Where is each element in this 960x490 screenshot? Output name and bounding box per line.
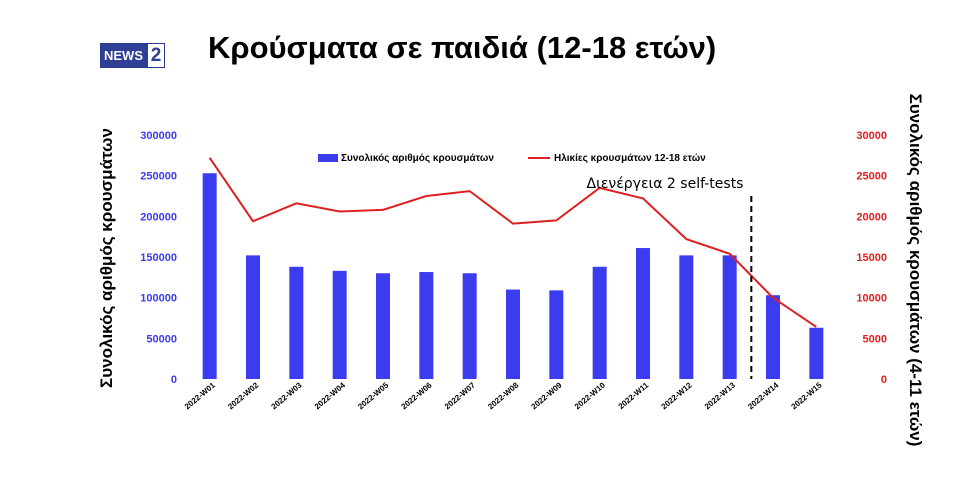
bar [419,272,434,379]
right-tick-label: 15000 [856,252,887,264]
left-tick-label: 100000 [140,293,177,305]
left-tick-label: 250000 [140,171,177,183]
x-tick-label: 2022-W15 [790,380,824,411]
bar [246,255,260,379]
right-tick-label: 20000 [856,211,887,223]
x-tick-label: 2022-W01 [183,380,217,411]
right-tick-label: 5000 [863,333,887,345]
x-tick-label: 2022-W04 [313,380,347,411]
right-axis-title: Συνολικός αριθμός κρουσμάτων (4-11 ετών) [906,94,925,447]
left-tick-label: 150000 [140,252,177,264]
x-tick-label: 2022-W03 [270,380,304,411]
bar [592,266,607,379]
x-tick-label: 2022-W08 [486,380,520,411]
x-tick-label: 2022-W14 [746,380,780,411]
legend-label-bars: Συνολικός αριθμός κρουσμάτων [341,153,494,164]
legend-label-line: Ηλικίες κρουσμάτων 12-18 ετών [554,153,706,164]
x-tick-label: 2022-W07 [443,380,477,411]
logo-news-text: NEWS [101,44,146,67]
bar [636,248,650,379]
left-tick-label: 300000 [140,130,177,142]
x-axis-ticks: 2022-W01 2022-W02 2022-W03 2022-W04 2022-W05… [183,380,824,411]
bar [809,327,824,379]
x-tick-label: 2022-W09 [530,380,564,411]
left-tick-label: 200000 [140,211,177,223]
x-tick-label: 2022-W02 [226,380,260,411]
bar [376,273,390,379]
annotation-label: Διενέργεια 2 self-tests [587,176,744,192]
bar [202,173,217,379]
right-tick-label: 0 [881,374,887,386]
right-axis-ticks: 0 5000 10000 15000 20000 25000 30000 [856,130,887,386]
x-tick-label: 2022-W06 [400,380,434,411]
x-tick-label: 2022-W13 [703,380,737,411]
chart-title: Κρούσματα σε παιδιά (12-18 ετών) [208,30,717,65]
left-axis-ticks: 0 50000 100000 150000 200000 250000 300000 [140,130,177,386]
bar [722,255,737,379]
right-tick-label: 10000 [856,293,887,305]
bar [289,266,304,379]
bar [462,273,477,379]
bar [506,289,520,379]
x-tick-label: 2022-W05 [356,380,390,411]
left-axis-title: Συνολικός αριθμός κρουσμάτων [97,128,116,388]
bar [679,255,694,379]
x-tick-label: 2022-W11 [617,380,651,411]
bar [332,270,347,379]
x-tick-label: 2022-W10 [573,380,607,411]
right-tick-label: 25000 [856,171,887,183]
left-tick-label: 50000 [146,333,177,345]
news2-logo: NEWS 2 [100,43,165,68]
x-tick-label: 2022-W12 [660,380,694,411]
right-tick-label: 30000 [856,130,887,142]
line-series [208,157,817,328]
legend: Συνολικός αριθμός κρουσμάτων Ηλικίες κρο… [318,153,706,164]
bar [549,290,564,379]
legend-swatch-bars [318,154,338,162]
bar-series [202,173,824,379]
left-tick-label: 0 [171,374,177,386]
logo-number: 2 [146,44,164,67]
bar [766,295,780,379]
